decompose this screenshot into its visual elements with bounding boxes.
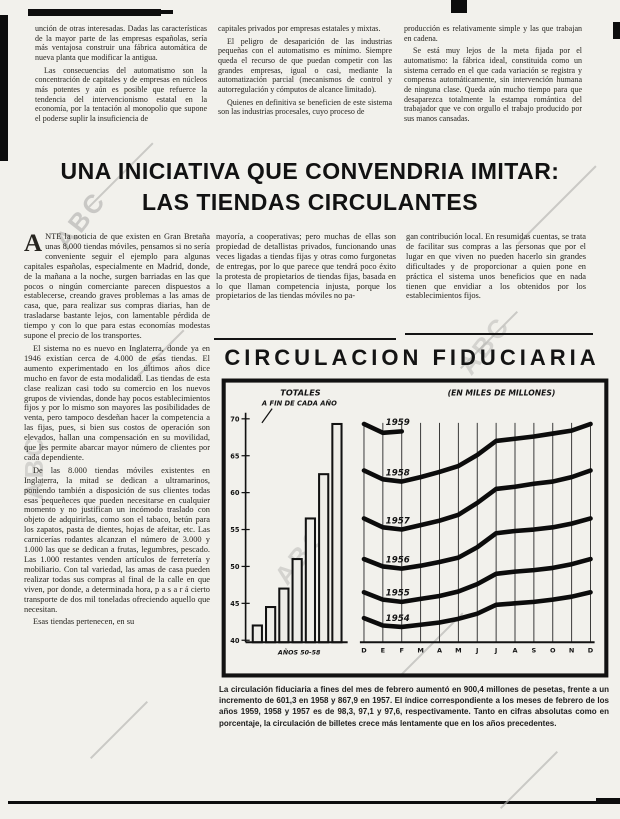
headline-line-2: LAS TIENDAS CIRCULANTES — [141, 189, 479, 216]
paragraph: Quienes en definitiva se beneficien de e… — [218, 97, 392, 117]
svg-text:AÑOS 50-58: AÑOS 50-58 — [277, 648, 321, 657]
chart-caption: La circulación fiduciaria a fines del me… — [219, 685, 609, 728]
scan-slash — [90, 701, 148, 759]
column-divider-rule — [405, 333, 593, 335]
drop-cap: A — [24, 230, 43, 257]
paragraph: mayoría, a cooperativas; pero muchas de … — [216, 232, 396, 301]
scan-artifact-bottom-line — [8, 801, 614, 804]
paragraph: De las 8.000 tiendas móviles existentes … — [24, 465, 210, 614]
svg-text:M: M — [417, 646, 423, 654]
svg-text:1957: 1957 — [386, 516, 410, 526]
svg-text:A: A — [512, 646, 518, 654]
svg-text:S: S — [532, 646, 537, 654]
svg-text:A FIN DE CADA AÑO: A FIN DE CADA AÑO — [261, 399, 337, 408]
top-column-right: producción es relativamente simple y las… — [404, 24, 582, 127]
paragraph: Las consecuencias del automatismo son la… — [35, 65, 207, 124]
svg-text:1958: 1958 — [386, 468, 410, 478]
scan-artifact-top-bar — [28, 9, 161, 16]
svg-text:J: J — [475, 646, 478, 654]
scan-artifact-left-strip — [0, 15, 8, 161]
svg-text:TOTALES: TOTALES — [280, 387, 321, 397]
svg-text:1954: 1954 — [386, 614, 410, 624]
column-divider-rule — [214, 338, 396, 340]
paragraph: unción de otras interesadas. Dadas las c… — [35, 24, 207, 63]
top-column-left: unción de otras interesadas. Dadas las c… — [35, 24, 207, 127]
svg-text:M: M — [455, 646, 461, 654]
scan-artifact-top-right — [451, 0, 467, 13]
paragraph: El sistema no es nuevo en Inglaterra, do… — [24, 343, 210, 462]
fiduciary-circulation-chart: TOTALES A FIN DE CADA AÑO (EN MILES DE MIL… — [221, 378, 609, 683]
paragraph: Esas tiendas pertenecen, en su — [33, 617, 135, 627]
scan-artifact-bottom-right-blob — [596, 798, 620, 804]
svg-text:O: O — [550, 646, 556, 654]
svg-text:E: E — [381, 646, 385, 654]
paragraph: Se está muy lejos de la meta fijada por … — [404, 46, 582, 124]
paragraph: gan contribución local. En resumidas cue… — [406, 232, 586, 301]
scan-artifact-top-bar-end — [161, 10, 173, 14]
svg-text:J: J — [494, 646, 497, 654]
article-column-middle: mayoría, a cooperativas; pero muchas de … — [216, 232, 396, 304]
svg-text:F: F — [400, 646, 404, 654]
svg-text:40: 40 — [230, 637, 240, 645]
svg-text:60: 60 — [230, 489, 240, 497]
svg-text:A: A — [437, 646, 443, 654]
svg-text:N: N — [569, 646, 574, 654]
svg-text:D: D — [588, 646, 594, 654]
paragraph: producción es relativamente simple y las… — [404, 24, 582, 43]
article-column-right: gan contribución local. En resumidas cue… — [406, 232, 586, 304]
svg-text:55: 55 — [230, 526, 240, 534]
article-headline: UNA INICIATIVA QUE CONVENDRIA IMITAR: LA… — [15, 156, 605, 218]
headline-line-1: UNA INICIATIVA QUE CONVENDRIA IMITAR: — [60, 158, 560, 184]
paragraph: A NTE la noticia de que existen en Gran B… — [24, 230, 210, 341]
article-column-left: A NTE la noticia de que existen en Gran B… — [24, 230, 210, 630]
svg-text:1956: 1956 — [386, 556, 410, 566]
svg-text:45: 45 — [230, 600, 240, 608]
scan-artifact-right-edge — [613, 22, 620, 39]
paragraph: El peligro de desaparición de las indust… — [218, 36, 392, 95]
svg-text:65: 65 — [230, 452, 240, 460]
chart-canvas: TOTALES A FIN DE CADA AÑO (EN MILES DE MIL… — [221, 378, 609, 678]
top-column-middle: capitales privados por empresas estatale… — [218, 24, 392, 120]
paragraph: capitales privados por empresas estatale… — [218, 24, 381, 33]
svg-text:D: D — [361, 646, 367, 654]
svg-text:1955: 1955 — [386, 589, 410, 599]
svg-text:(EN MILES DE MILLONES): (EN MILES DE MILLONES) — [448, 388, 556, 397]
svg-text:70: 70 — [230, 415, 240, 423]
svg-text:1959: 1959 — [386, 418, 410, 428]
svg-text:50: 50 — [230, 563, 240, 571]
chart-title: CIRCULACION FIDUCIARIA — [224, 345, 600, 370]
